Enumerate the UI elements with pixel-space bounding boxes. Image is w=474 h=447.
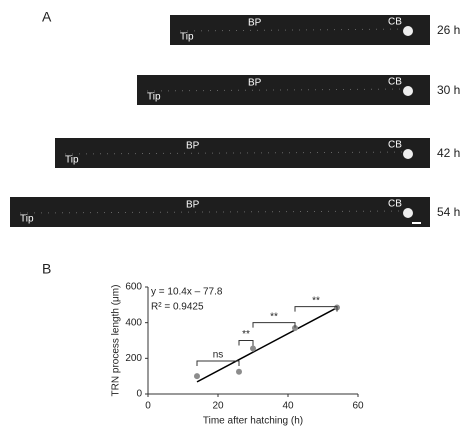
time-label: 54 h [437, 205, 460, 219]
x-tick-label: 0 [145, 401, 151, 412]
significance-bracket [252, 322, 296, 328]
tip-label: Tip [147, 92, 161, 103]
y-tick-label: 600 [125, 282, 142, 293]
significance-bracket [196, 360, 240, 367]
point [194, 373, 200, 380]
cell-body [403, 149, 413, 159]
cb-label: CB [388, 17, 402, 28]
x-tick-label: 60 [352, 401, 364, 412]
significance-label: ** [312, 295, 320, 306]
cell-body [403, 26, 413, 36]
point [250, 345, 256, 352]
x-tick-label: 20 [212, 401, 224, 412]
tip-label: Tip [180, 32, 194, 43]
cell-body [403, 86, 413, 96]
x-axis-label: Time after hatching (h) [203, 416, 303, 427]
x-tick-label: 40 [282, 401, 294, 412]
bp-label: BP [186, 200, 200, 211]
micrograph [10, 197, 430, 227]
fit-line [196, 307, 338, 383]
bp-label: BP [248, 78, 262, 89]
significance-bracket [294, 306, 338, 312]
tip-label: Tip [65, 155, 79, 166]
time-label: 30 h [437, 83, 460, 97]
r-squared: R² = 0.9425 [151, 302, 204, 313]
equation: y = 10.4x – 77.8 [151, 287, 223, 298]
significance-label: ** [242, 329, 250, 340]
tip-label: Tip [20, 214, 34, 225]
time-label: 26 h [437, 23, 460, 37]
bp-label: BP [248, 18, 262, 29]
y-tick-label: 400 [125, 317, 142, 328]
cb-label: CB [388, 77, 402, 88]
panel-label: B [42, 261, 51, 277]
y-tick-label: 0 [136, 389, 142, 400]
significance-label: ns [213, 350, 224, 361]
time-label: 42 h [437, 146, 460, 160]
bp-label: BP [186, 141, 200, 152]
y-tick-label: 200 [125, 353, 142, 364]
point [292, 325, 298, 332]
micrograph [170, 15, 430, 45]
micrograph [137, 75, 430, 105]
micrograph [55, 138, 430, 168]
panel-label: A [42, 9, 52, 25]
cb-label: CB [388, 140, 402, 151]
y-axis-label: TRN process length (μm) [111, 285, 122, 397]
neurite [146, 88, 409, 92]
cb-label: CB [388, 199, 402, 210]
point [236, 368, 242, 375]
significance-bracket [238, 340, 254, 346]
cell-body [403, 208, 413, 218]
significance-label: ** [270, 311, 278, 322]
